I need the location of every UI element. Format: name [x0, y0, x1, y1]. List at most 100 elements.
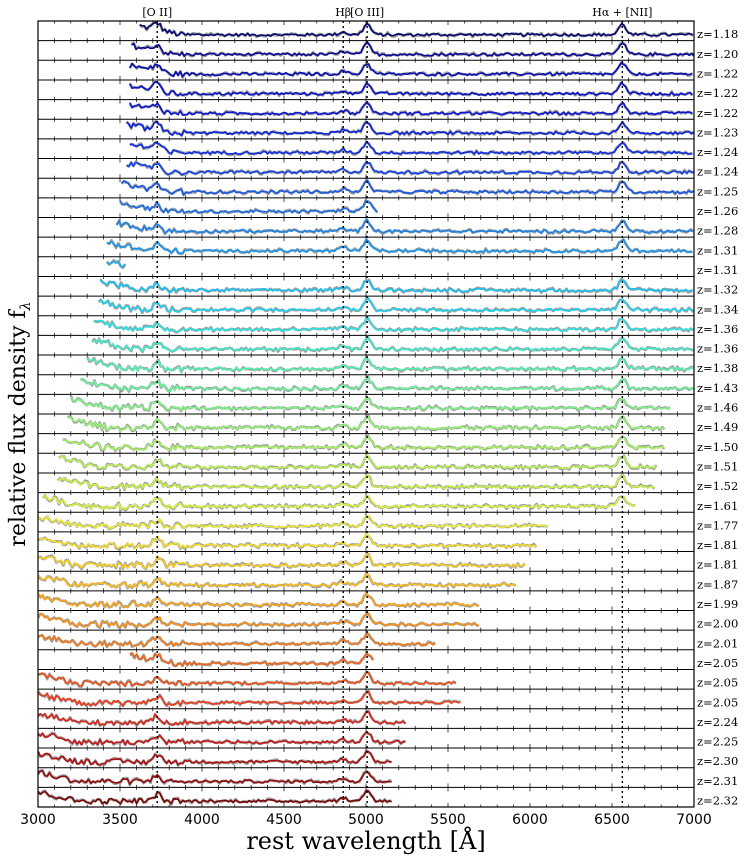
redshift-label: z=1.24 [697, 145, 738, 159]
spectrum-line [38, 572, 517, 589]
spectrum-line [62, 435, 665, 451]
x-tick-label: 3500 [102, 812, 138, 828]
spectrum-line [129, 62, 693, 78]
redshift-label: z=2.05 [697, 695, 738, 709]
spectra-panels [37, 21, 695, 807]
redshift-label: z=1.22 [697, 66, 738, 80]
spectrum-error-band [97, 295, 694, 315]
spectrum-line [38, 532, 537, 550]
redshift-label: z=1.46 [697, 401, 738, 415]
spectrum-lines [38, 21, 694, 806]
x-tick-label: 7000 [676, 812, 712, 828]
redshift-label: z=2.05 [697, 656, 738, 670]
spectrum-line [80, 375, 694, 392]
redshift-label: z=1.51 [697, 459, 738, 473]
redshift-label: z=1.87 [697, 577, 738, 591]
spectrum-line [129, 102, 693, 116]
redshift-label: z=1.24 [697, 165, 738, 179]
redshift-label: z=1.28 [697, 224, 738, 238]
spectrum-line [129, 141, 693, 155]
spectrum-line [38, 632, 436, 648]
spectrum-line [38, 710, 407, 727]
redshift-label: z=1.32 [697, 283, 738, 297]
spectrum-line [38, 671, 457, 687]
spectrum-line [129, 651, 374, 668]
spectrum-line [67, 415, 665, 432]
redshift-label: z=2.32 [697, 794, 738, 808]
spectrum-line [115, 218, 694, 234]
spectrum-line [126, 120, 694, 137]
emission-line-label: [O III] [350, 6, 384, 19]
spectrum-line [106, 260, 126, 268]
redshift-label: z=2.30 [697, 754, 738, 768]
spectrum-line [86, 357, 694, 373]
y-axis-label: relative flux density fλ [6, 301, 34, 546]
x-axis-ticks: 3000 3500 4000 4500 5000 5500 6000 6500 7000 [20, 812, 712, 828]
redshift-label: z=1.49 [697, 420, 738, 434]
x-tick-label: 6000 [512, 812, 548, 828]
redshift-label: z=1.43 [697, 381, 738, 395]
spectrum-line [131, 41, 694, 58]
spectrum-line [139, 21, 694, 37]
spectrum-line [70, 396, 671, 412]
emission-line-label: [O II] [142, 6, 172, 19]
redshift-label: z=2.24 [697, 715, 738, 729]
spectrum-line [99, 278, 693, 294]
spectrum-line [38, 690, 461, 707]
spectrum-error-band [38, 709, 407, 727]
y-axis-label-main: relative flux density f [6, 308, 31, 546]
spectrum-line [98, 297, 694, 313]
emission-line-label: Hα + [NII] [592, 6, 652, 19]
spectrum-line [57, 473, 656, 490]
x-tick-label: 4500 [266, 812, 302, 828]
x-tick-label: 4000 [184, 812, 220, 828]
x-axis-label: rest wavelength [Å] [246, 826, 485, 855]
spectrum-line [58, 454, 657, 471]
redshift-label: z=1.31 [697, 243, 738, 257]
redshift-label: z=2.25 [697, 735, 738, 749]
x-tick-label: 5000 [348, 812, 384, 828]
spectrum-line [38, 789, 392, 805]
spectrum-line [38, 515, 548, 530]
spectrum-line [126, 161, 694, 176]
spectrum-error-band [118, 199, 379, 215]
redshift-label: z=1.77 [697, 518, 738, 532]
emission-line-markers: [O II] Hβ[O III] Hα + [NII] [142, 6, 652, 807]
x-tick-label: 6500 [594, 812, 630, 828]
redshift-label: z=2.01 [697, 636, 738, 650]
redshift-label: z=1.22 [697, 86, 738, 100]
spectrum-line [38, 612, 479, 628]
panel-ticks [37, 60, 695, 80]
redshift-label: z=1.38 [697, 361, 738, 375]
spectrum-line [93, 316, 694, 333]
redshift-label: z=1.22 [697, 106, 738, 120]
redshift-label: z=1.52 [697, 479, 738, 493]
spectrum-line [91, 336, 694, 353]
redshift-label: z=1.23 [697, 125, 738, 139]
spectrum-line [119, 199, 378, 214]
spectrum-error-band [91, 335, 694, 354]
redshift-label: z=1.61 [697, 499, 738, 513]
spectrum-line [120, 179, 694, 196]
redshift-label: z=2.00 [697, 617, 738, 631]
redshift-label: z=1.99 [697, 597, 738, 611]
spectrum-line [38, 750, 392, 766]
redshift-label: z=2.31 [697, 774, 738, 788]
redshift-label: z=1.81 [697, 538, 738, 552]
y-axis-label-subscript: λ [18, 301, 34, 311]
redshift-label: z=1.18 [697, 27, 738, 41]
spectrum-error-band [41, 494, 636, 512]
spectrum-line [129, 80, 693, 97]
redshift-label: z=1.36 [697, 342, 738, 356]
redshift-label: z=1.20 [697, 47, 738, 61]
spectrum-line [38, 770, 392, 785]
redshift-label: z=1.26 [697, 204, 738, 218]
spectrum-line [106, 238, 693, 255]
redshift-label: z=1.25 [697, 184, 738, 198]
redshift-label: z=2.05 [697, 676, 738, 690]
spectrum-error-band [129, 652, 375, 668]
redshift-label: z=1.81 [697, 558, 738, 572]
spectrum-line [38, 553, 526, 569]
panel-ticks [37, 256, 695, 277]
emission-line-label: Hβ [335, 6, 351, 19]
